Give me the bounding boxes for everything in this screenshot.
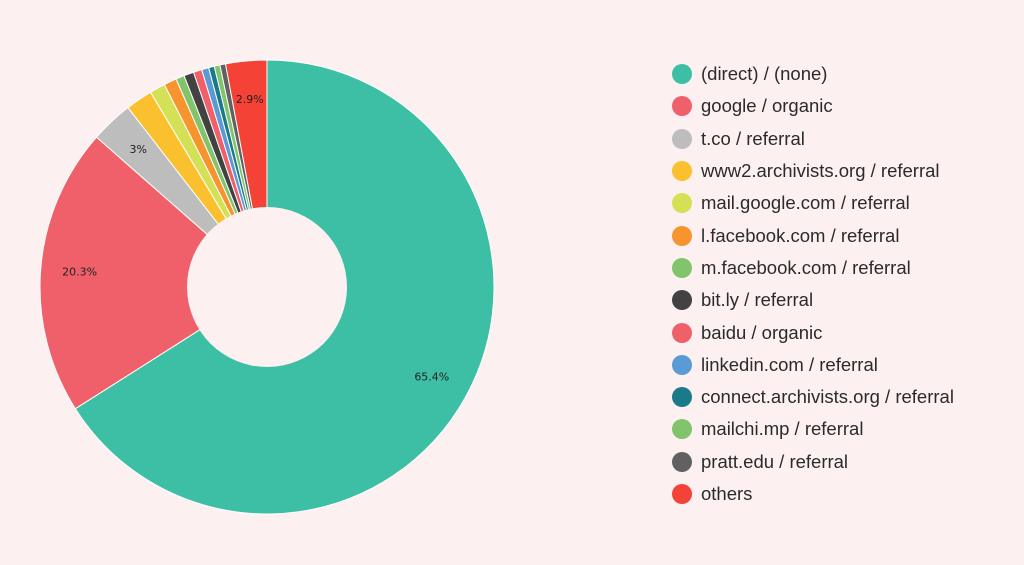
legend-label: l.facebook.com / referral: [701, 224, 900, 246]
slice-data-label: 3%: [129, 143, 146, 156]
legend-label: m.facebook.com / referral: [701, 256, 911, 278]
legend-swatch-icon: [672, 64, 692, 85]
legend-label: mail.google.com / referral: [701, 192, 910, 214]
legend-label: others: [701, 483, 753, 504]
legend-label: www2.archivists.org / referral: [701, 160, 940, 182]
legend-item[interactable]: www2.archivists.org / referral: [672, 155, 954, 187]
legend-item[interactable]: m.facebook.com / referral: [672, 252, 954, 284]
legend-label: connect.archivists.org / referral: [701, 386, 954, 408]
legend-swatch-icon: [672, 419, 692, 440]
legend-item[interactable]: mailchi.mp / referral: [672, 413, 954, 445]
legend-item[interactable]: bit.ly / referral: [672, 284, 954, 316]
legend-label: pratt.edu / referral: [701, 450, 849, 472]
legend-item[interactable]: l.facebook.com / referral: [672, 219, 954, 251]
legend-swatch-icon: [672, 387, 692, 408]
legend-label: t.co / referral: [701, 127, 805, 149]
legend-label: linkedin.com / referral: [701, 353, 878, 375]
legend-item[interactable]: mail.google.com / referral: [672, 187, 954, 219]
legend-swatch-icon: [672, 96, 692, 117]
legend-swatch-icon: [672, 193, 692, 214]
legend-item[interactable]: google / organic: [672, 90, 954, 122]
legend-swatch-icon: [672, 322, 692, 343]
slice-data-label: 2.9%: [236, 93, 264, 106]
pie-slice[interactable]: [39, 136, 268, 410]
legend-swatch-icon: [672, 451, 692, 472]
legend-swatch-icon: [672, 161, 692, 182]
slice-data-label: 65.4%: [414, 371, 449, 384]
legend-label: (direct) / (none): [701, 63, 828, 85]
legend-item[interactable]: linkedin.com / referral: [672, 349, 954, 381]
legend-swatch-icon: [672, 354, 692, 375]
legend-item[interactable]: connect.archivists.org / referral: [672, 381, 954, 413]
legend-item[interactable]: pratt.edu / referral: [672, 446, 954, 478]
legend-item[interactable]: baidu / organic: [672, 316, 954, 348]
legend: (direct) / (none) google / organic t.co / …: [672, 58, 954, 510]
legend-item[interactable]: t.co / referral: [672, 123, 954, 155]
legend-swatch-icon: [672, 290, 692, 311]
legend-label: baidu / organic: [701, 321, 823, 343]
slice-data-label: 20.3%: [62, 265, 97, 278]
legend-label: google / organic: [701, 95, 833, 117]
legend-item[interactable]: others: [672, 478, 954, 510]
legend-swatch-icon: [672, 484, 692, 504]
legend-swatch-icon: [672, 128, 692, 149]
legend-item[interactable]: (direct) / (none): [672, 58, 954, 90]
donut-hole: [187, 207, 347, 367]
legend-label: bit.ly / referral: [701, 289, 814, 311]
legend-label: mailchi.mp / referral: [701, 418, 864, 440]
legend-swatch-icon: [672, 257, 692, 278]
legend-swatch-icon: [672, 225, 692, 246]
